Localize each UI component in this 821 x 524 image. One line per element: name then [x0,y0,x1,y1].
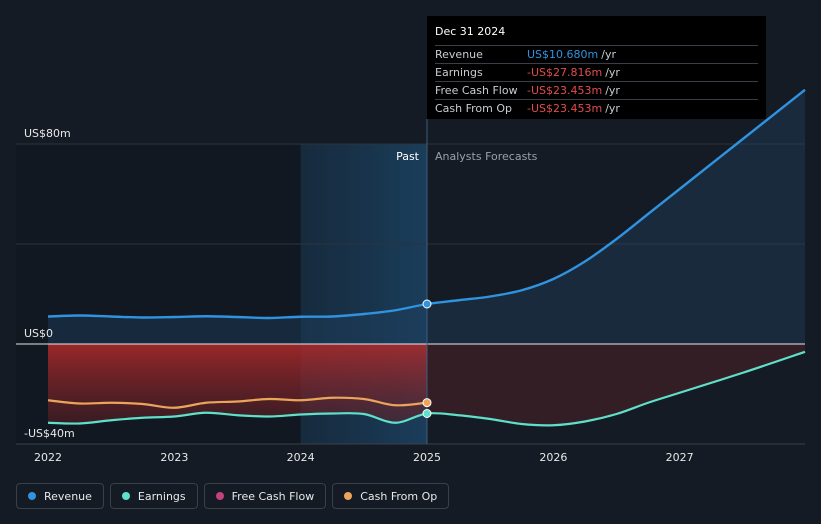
revenue-line [47,88,806,320]
tooltip-row-cash-from-op: Cash From Op -US$23.453m /yr [435,99,758,117]
x-axis-tick-label: 2022 [34,451,62,464]
legend-item-cash-from-op[interactable]: Cash From Op [332,483,450,509]
tooltip-value: US$10.680m [527,48,599,61]
cash-from-op-line [47,396,428,409]
tooltip-date: Dec 31 2024 [435,25,506,38]
legend-label: Free Cash Flow [231,489,315,503]
tooltip-value: -US$23.453m [527,102,603,115]
tooltip-label: Revenue [435,48,483,61]
legend: Revenue Earnings Free Cash Flow Cash Fro… [16,483,450,509]
legend-item-earnings[interactable]: Earnings [109,483,198,509]
y-axis-label: US$80m [24,127,71,140]
revenue-area [48,89,805,344]
y-axis-label: -US$40m [24,427,75,440]
x-axis-tick-label: 2024 [287,451,315,464]
tooltip-unit: /yr [605,66,620,79]
legend-item-revenue[interactable]: Revenue [16,483,104,509]
tooltip: Dec 31 2024 Revenue US$10.680m /yr Earni… [427,16,766,119]
free-cash-flow-dot-icon [215,492,224,500]
revenue-dot-icon [28,492,36,500]
legend-label: Cash From Op [360,489,438,503]
revenue-marker [422,299,432,309]
x-axis-tick-label: 2023 [160,451,188,464]
x-axis-tick-label: 2026 [539,451,567,464]
y-axis-label: US$0 [24,327,53,340]
tooltip-unit: /yr [601,48,616,61]
cash-from-op-marker [422,398,432,408]
legend-label: Earnings [137,489,186,503]
earnings-dot-icon [121,492,130,500]
tooltip-label: Cash From Op [435,102,513,115]
tooltip-label: Free Cash Flow [435,84,518,97]
tooltip-value: -US$23.453m [527,84,603,97]
earnings-negative-area-past [48,344,427,424]
tooltip-label: Earnings [435,66,483,79]
tooltip-row-free-cash-flow: Free Cash Flow -US$23.453m /yr [435,81,758,99]
tooltip-row-revenue: Revenue US$10.680m /yr [435,45,758,63]
past-label: Past [396,150,420,163]
earnings-marker [422,409,432,418]
tooltip-unit: /yr [605,84,620,97]
legend-label: Revenue [44,489,92,503]
x-axis-tick-label: 2025 [413,451,441,464]
cash-from-op-dot-icon [344,492,353,500]
tooltip-value: -US$27.816m [527,66,603,79]
tooltip-row-earnings: Earnings -US$27.816m /yr [435,63,758,81]
earnings-negative-area-forecast [427,344,805,426]
tooltip-unit: /yr [605,102,620,115]
x-axis-tick-label: 2027 [666,451,694,464]
forecast-label: Analysts Forecasts [435,150,538,163]
earnings-line [47,350,806,427]
legend-item-free-cash-flow[interactable]: Free Cash Flow [203,483,327,509]
